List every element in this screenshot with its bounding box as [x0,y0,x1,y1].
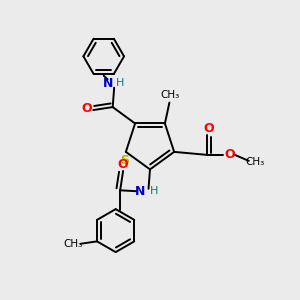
Text: N: N [135,185,145,198]
Text: N: N [102,77,113,90]
Text: H: H [150,186,158,196]
Text: CH₃: CH₃ [63,239,82,249]
Text: O: O [225,148,235,161]
Text: S: S [121,154,130,167]
Text: O: O [203,122,214,135]
Text: O: O [118,158,128,171]
Text: O: O [81,102,92,115]
Text: CH₃: CH₃ [245,157,264,167]
Text: H: H [116,78,124,88]
Text: CH₃: CH₃ [161,90,180,100]
